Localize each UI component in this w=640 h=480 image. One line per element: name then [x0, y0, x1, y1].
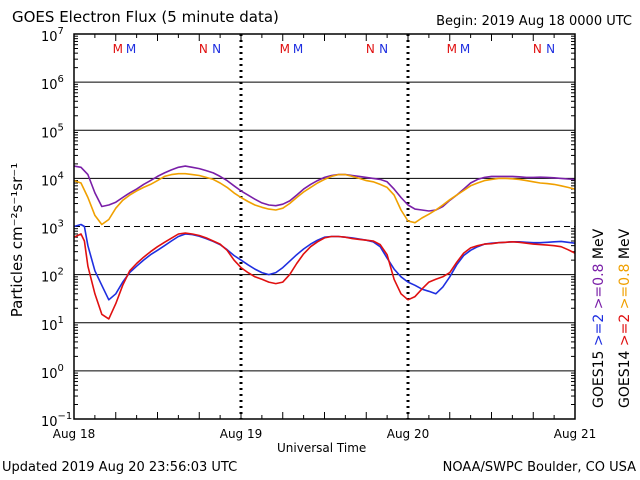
mn-marker-5: M — [293, 42, 303, 56]
y-tick-label: 107 — [41, 26, 64, 45]
begin-time-label: Begin: 2019 Aug 18 0000 UTC — [436, 14, 632, 29]
x-tick-label: Aug 19 — [220, 427, 263, 441]
mn-marker-3: N — [212, 42, 221, 56]
chart-series — [73, 165, 576, 320]
y-tick-label: 103 — [41, 219, 64, 238]
y-tick-label: 101 — [41, 315, 64, 334]
x-tick-label: Aug 18 — [53, 427, 96, 441]
chart-legend: GOES15 >=2 >=0.8 MeV GOES14 >=2 >=0.8 MeV — [591, 228, 633, 408]
page-title: GOES Electron Flux (5 minute data) — [12, 8, 279, 26]
legend-goes14: GOES14 >=2 >=0.8 MeV — [617, 228, 633, 408]
mn-marker-9: M — [460, 42, 470, 56]
y-tick-label: 100 — [41, 363, 64, 382]
day-boundary-lines — [239, 34, 410, 419]
x-axis-label: Universal Time — [277, 441, 367, 455]
mn-marker-11: N — [546, 42, 555, 56]
mn-marker-0: M — [113, 42, 123, 56]
y-tick-label: 104 — [41, 170, 64, 189]
x-tick-label: Aug 20 — [387, 427, 430, 441]
mn-marker-1: M — [126, 42, 136, 56]
y-tick-label: 102 — [41, 267, 64, 286]
mn-marker-4: M — [280, 42, 290, 56]
mn-marker-2: N — [199, 42, 208, 56]
legend-goes15: GOES15 >=2 >=0.8 MeV — [591, 228, 607, 408]
mn-marker-7: N — [379, 42, 388, 56]
series-line-0 — [73, 223, 576, 301]
x-tick-label: Aug 21 — [554, 427, 597, 441]
mn-marker-8: M — [447, 42, 457, 56]
series-line-1 — [73, 232, 576, 320]
chart-grid — [74, 81, 575, 372]
mn-marker-10: N — [533, 42, 542, 56]
y-tick-label: 106 — [41, 74, 64, 93]
series-line-3 — [73, 172, 576, 226]
credit-label: NOAA/SWPC Boulder, CO USA — [442, 460, 636, 475]
y-tick-label: 105 — [41, 122, 64, 141]
series-line-2 — [73, 165, 576, 212]
y-axis-label: Particles cm⁻²s⁻¹sr⁻¹ — [8, 162, 26, 318]
mn-marker-6: N — [366, 42, 375, 56]
updated-timestamp: Updated 2019 Aug 20 23:56:03 UTC — [2, 460, 238, 475]
plot-frame — [73, 33, 576, 420]
